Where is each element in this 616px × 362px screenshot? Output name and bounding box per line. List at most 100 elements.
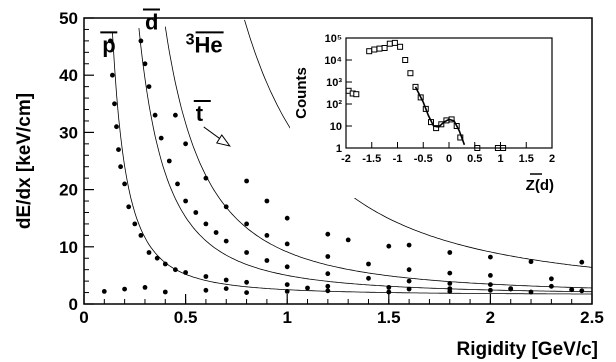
data-point: [264, 198, 270, 204]
data-point: [284, 264, 290, 270]
inset-y-tick-label: 10: [330, 121, 342, 133]
curve-t: [164, 26, 593, 289]
inset-chart: -2 -1.5 -1 -0.5 0 0.5 1 1.5 2 1 10 10² 10³ 10⁴ 10⁵ Cou…: [290, 28, 580, 198]
data-point: [203, 274, 209, 279]
main-plot-frame: [83, 17, 593, 305]
data-point: [325, 231, 331, 237]
inset-background: [290, 28, 580, 198]
data-point: [183, 141, 189, 147]
data-point: [528, 259, 534, 265]
data-point: [108, 38, 113, 44]
data-point: [138, 233, 144, 238]
data-point: [223, 277, 229, 283]
data-point: [112, 101, 117, 107]
x-tick-label: 0: [79, 308, 88, 327]
x-tick-label: 0.5: [174, 308, 198, 327]
inset-x-tick-label: 1: [497, 153, 503, 165]
inset-data-point: [433, 125, 440, 132]
inset-data-layer: [345, 39, 507, 151]
data-point: [173, 112, 178, 118]
inset-x-tick-label: -1.5: [362, 153, 381, 165]
data-point: [488, 254, 493, 260]
x-axis-title: Rigidity [GeV/c]: [457, 339, 598, 360]
data-point: [488, 282, 493, 287]
y-tick-label: 50: [59, 9, 78, 28]
data-point: [264, 258, 270, 263]
inset-x-tick-label: 1.5: [519, 153, 534, 165]
data-point: [244, 221, 250, 227]
data-point: [488, 273, 493, 278]
inset-data-point: [386, 40, 393, 47]
data-point: [325, 271, 331, 277]
data-point: [118, 164, 123, 170]
data-point: [325, 254, 331, 259]
data-point: [244, 178, 250, 184]
data-point: [154, 255, 160, 261]
data-point: [244, 279, 250, 285]
inset-data-point: [366, 48, 373, 55]
data-point: [152, 112, 158, 118]
data-point: [142, 61, 148, 67]
data-point: [325, 283, 331, 289]
data-point: [366, 261, 371, 267]
data-point: [122, 286, 127, 292]
inset-data-point: [371, 46, 378, 53]
inset-data-point: [381, 45, 388, 51]
data-point: [549, 276, 554, 282]
data-point: [203, 221, 209, 227]
data-point: [114, 124, 119, 130]
particle-label-p: p: [102, 32, 115, 57]
main-data-layer: [101, 38, 585, 295]
inset-x-tick-label: -2: [341, 153, 351, 165]
x-tick-label: 2.5: [580, 308, 604, 327]
data-point: [166, 158, 172, 164]
data-point: [447, 270, 453, 276]
inset-x-tick-label: -1: [393, 153, 403, 165]
data-point: [158, 135, 164, 141]
data-point: [244, 250, 250, 255]
curve-p: [112, 32, 592, 295]
inset-tick-layer: -2 -1.5 -1 -0.5 0 0.5 1 1.5 2 1 10 10² 10³ 10⁴ 10⁵: [324, 33, 555, 165]
data-point: [264, 233, 270, 238]
particle-labels: p d 3He t: [100, 8, 231, 147]
data-point: [284, 289, 290, 294]
inset-data-point: [376, 45, 383, 52]
data-point: [138, 38, 144, 44]
data-point: [110, 72, 115, 78]
x-tick-label: 1.5: [377, 308, 401, 327]
y-tick-label: 10: [59, 238, 78, 257]
inset-y-tick-label: 10⁴: [324, 55, 342, 67]
inset-x-tick-label: -0.5: [414, 153, 433, 165]
x-tick-label: 1: [282, 308, 291, 327]
data-point: [101, 289, 107, 294]
curve-d: [138, 28, 592, 293]
data-point: [175, 181, 180, 187]
inset-y-tick-label: 10³: [326, 77, 342, 89]
data-point: [366, 275, 371, 281]
y-tick-label: 40: [59, 66, 78, 85]
data-point: [447, 250, 453, 255]
data-point: [406, 278, 412, 284]
inset-fit-curve: [414, 86, 466, 146]
inset-y-tick-label: 1: [336, 143, 342, 155]
data-point: [386, 289, 392, 295]
data-point: [284, 241, 290, 247]
particle-label-he: 3He: [186, 31, 223, 57]
x-tick-label: 2: [486, 308, 495, 327]
data-point: [142, 285, 148, 290]
data-point: [447, 281, 453, 286]
data-point: [325, 288, 331, 294]
data-point: [244, 290, 250, 295]
data-point: [162, 261, 168, 267]
data-point: [579, 259, 585, 265]
data-point: [406, 267, 412, 273]
inset-data-point: [402, 57, 409, 63]
data-point: [203, 287, 209, 293]
data-point: [406, 286, 412, 292]
inset-y-axis-title: Counts: [293, 67, 310, 119]
y-tick-label: 30: [59, 123, 78, 142]
data-point: [116, 147, 121, 153]
data-point: [122, 181, 127, 187]
